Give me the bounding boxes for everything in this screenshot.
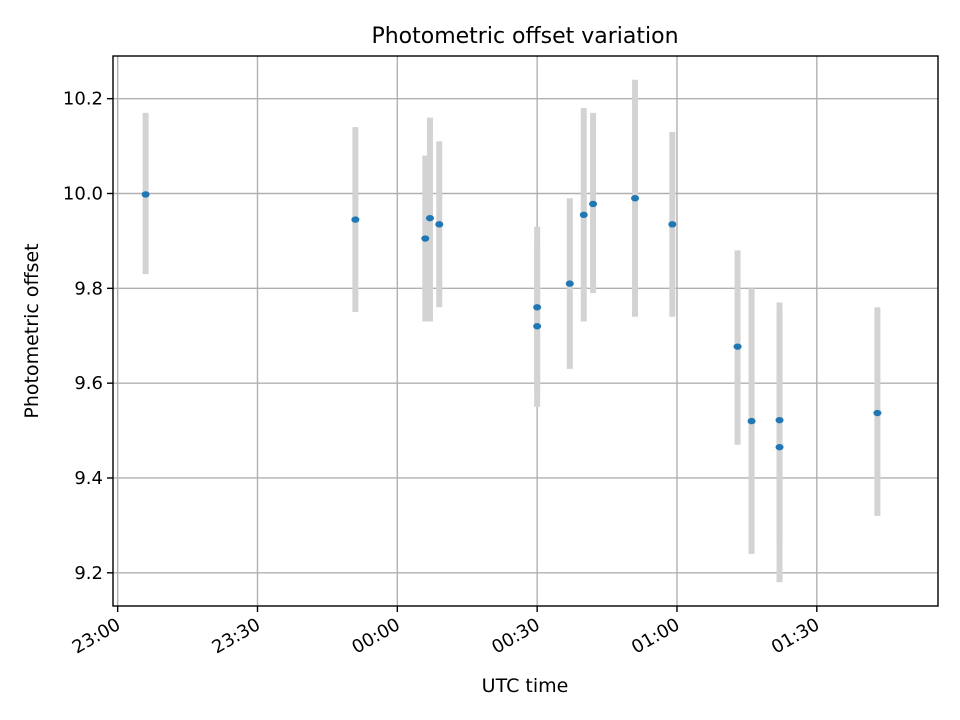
- data-point: [747, 417, 756, 425]
- y-tick-label: 10.2: [63, 89, 103, 110]
- grid: [113, 56, 938, 606]
- data-point: [533, 304, 542, 311]
- data-point: [631, 195, 640, 202]
- data-point: [435, 221, 444, 228]
- data-point: [579, 211, 588, 219]
- data-point: [733, 343, 742, 350]
- y-axis-label: Photometric offset: [21, 243, 43, 418]
- y-tick-label: 9.8: [74, 278, 103, 299]
- x-axis-label: UTC time: [482, 675, 569, 697]
- axis-ticks: [107, 97, 818, 612]
- data-point: [421, 235, 430, 242]
- data-point: [775, 443, 784, 451]
- data-point: [351, 216, 360, 223]
- y-tick-label: 9.2: [74, 563, 103, 584]
- data-point: [565, 280, 574, 287]
- data-points: [141, 191, 882, 451]
- data-point: [775, 416, 784, 424]
- chart-title: Photometric offset variation: [371, 24, 678, 49]
- data-point: [141, 191, 150, 198]
- plot-frame: [112, 55, 939, 607]
- data-point: [668, 221, 677, 228]
- y-tick-label: 10.0: [63, 184, 103, 205]
- data-point: [425, 214, 434, 222]
- data-point: [873, 409, 882, 417]
- data-point: [533, 323, 542, 330]
- y-tick-label: 9.4: [74, 468, 103, 489]
- y-tick-label: 9.6: [74, 373, 103, 394]
- data-point: [589, 200, 598, 208]
